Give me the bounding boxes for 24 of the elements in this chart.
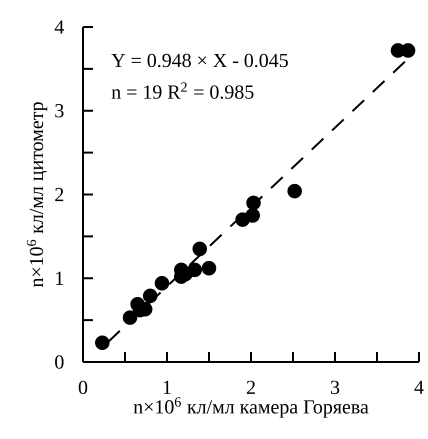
annotation: Y = 0.948 × X - 0.045 <box>111 54 288 68</box>
y-tick-label: 2 <box>55 188 64 202</box>
point <box>187 262 202 278</box>
point <box>202 260 216 276</box>
y-tick-label: 4 <box>54 20 64 34</box>
x-tick-label: 3 <box>330 380 340 394</box>
y-tick-label: 1 <box>56 272 63 285</box>
point <box>94 335 110 350</box>
x-tick-label: 1 <box>164 380 171 394</box>
x-tick-label: 4 <box>414 380 424 394</box>
x-axis-title: n×10$^{6}$ кл/мл камера Горяева <box>133 397 368 418</box>
point <box>122 310 138 325</box>
point <box>245 208 260 223</box>
x-tick-label: 2 <box>246 380 255 394</box>
point <box>142 288 158 304</box>
point <box>287 184 302 198</box>
y-tick-label: 3 <box>55 104 64 118</box>
point <box>192 242 207 256</box>
point <box>154 276 170 291</box>
y-axis-title: n×10$^{6}$ кл/мл цитометр <box>26 102 48 288</box>
point <box>246 196 261 210</box>
annotation: n = 19 R$^{2}$ = 0.985 <box>111 82 254 99</box>
x-tick-label: 0 <box>78 380 88 394</box>
y-tick-label: 0 <box>54 355 64 369</box>
